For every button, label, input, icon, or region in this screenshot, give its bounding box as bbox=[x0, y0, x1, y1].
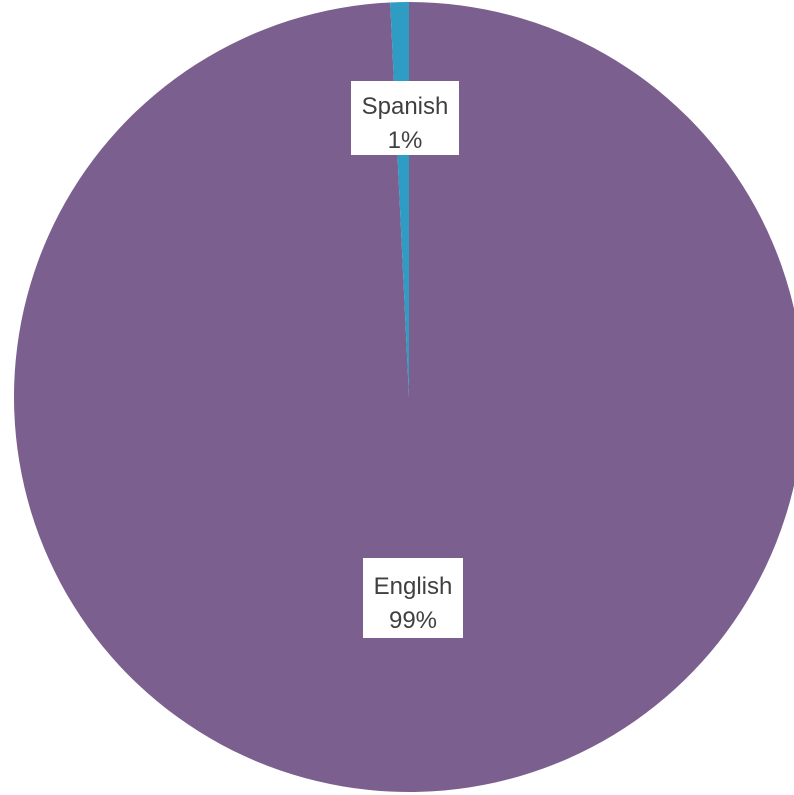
pie-data-labels: English 99% Spanish 1% bbox=[351, 81, 463, 638]
data-label-box bbox=[351, 81, 459, 155]
data-label-category: English bbox=[374, 573, 453, 600]
pie-slice-english bbox=[14, 2, 794, 792]
data-label-english: English 99% bbox=[363, 558, 463, 638]
data-label-spanish: Spanish 1% bbox=[351, 81, 459, 155]
data-label-percent: 1% bbox=[388, 127, 423, 154]
data-label-category: Spanish bbox=[362, 93, 449, 120]
data-label-box bbox=[363, 558, 463, 638]
data-label-percent: 99% bbox=[389, 607, 437, 634]
